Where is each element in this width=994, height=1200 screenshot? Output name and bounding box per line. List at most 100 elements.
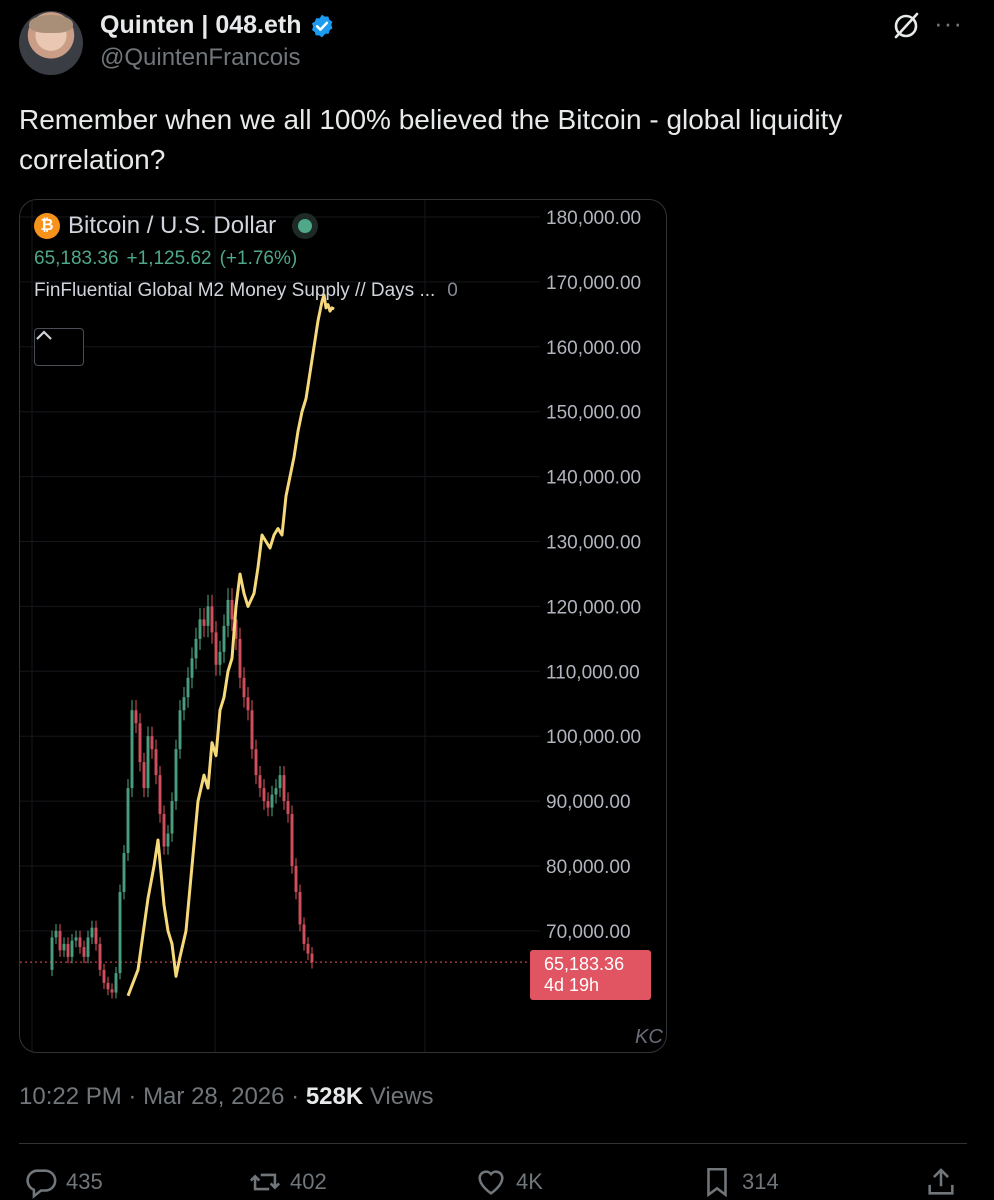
bookmark-button[interactable]: 314 xyxy=(700,1165,779,1199)
candle xyxy=(278,775,282,789)
candle xyxy=(294,866,298,892)
y-tick-label: 120,000.00 xyxy=(546,597,641,618)
y-tick-label: 90,000.00 xyxy=(546,792,631,813)
candle xyxy=(226,599,230,626)
candle xyxy=(254,749,258,776)
price-chart: 180,000.00 170,000.00 160,000.00 150,000.00… xyxy=(20,200,641,1052)
meta-separator: · xyxy=(121,1083,144,1110)
chart-symbol-title: Bitcoin / U.S. Dollar xyxy=(68,212,277,239)
candle xyxy=(62,943,66,951)
candle xyxy=(70,940,74,957)
y-tick-label: 150,000.00 xyxy=(546,403,641,424)
candle xyxy=(306,943,310,954)
author-display-name[interactable]: Quinten | 048.eth xyxy=(100,11,302,39)
chart-image[interactable]: 180,000.00 170,000.00 160,000.00 150,000.00… xyxy=(19,199,667,1053)
chevron-up-icon xyxy=(36,330,52,340)
more-icon[interactable]: ··· xyxy=(934,8,963,38)
candle xyxy=(302,924,306,944)
like-button[interactable]: 4K xyxy=(474,1165,543,1199)
candle xyxy=(230,599,234,620)
y-tick-label: 130,000.00 xyxy=(546,533,641,554)
legend-indicator-value: 0 xyxy=(447,280,458,301)
candle xyxy=(258,775,262,789)
candle xyxy=(106,982,110,990)
candle xyxy=(74,937,78,941)
repost-icon xyxy=(249,1173,281,1191)
candle xyxy=(150,736,154,750)
candle xyxy=(270,794,274,808)
legend-indicator: FinFluential Global M2 Money Supply // D… xyxy=(34,280,436,301)
candle xyxy=(186,677,190,698)
meta-separator: · xyxy=(284,1083,306,1110)
candle xyxy=(290,814,294,866)
collapse-legend-button[interactable] xyxy=(34,328,84,366)
views-label: Views xyxy=(369,1083,434,1110)
y-tick-label: 100,000.00 xyxy=(546,727,641,748)
y-tick-label: 70,000.00 xyxy=(546,922,631,943)
y-tick-label: 160,000.00 xyxy=(546,338,641,359)
candle xyxy=(170,801,174,834)
candle xyxy=(222,625,226,652)
candle xyxy=(218,651,222,665)
candle xyxy=(130,710,134,789)
legend-last-price: 65,183.36 xyxy=(34,248,119,269)
candle xyxy=(166,833,170,847)
candle xyxy=(246,697,250,711)
badge-price: 65,183.36 xyxy=(544,954,625,974)
last-price-badge: 65,183.36 4d 19h xyxy=(530,950,651,1000)
candle xyxy=(250,710,254,750)
market-status-dot xyxy=(298,219,313,233)
candle xyxy=(190,658,194,678)
reply-button[interactable]: 435 xyxy=(24,1165,103,1199)
chart-watermark: KC xyxy=(635,1026,663,1048)
y-tick-label: 170,000.00 xyxy=(546,273,641,294)
candle xyxy=(142,762,146,789)
candle xyxy=(242,677,246,698)
avatar[interactable] xyxy=(19,11,83,75)
grok-icon[interactable] xyxy=(890,10,922,42)
heart-icon xyxy=(478,1170,504,1195)
tweet-time[interactable]: 10:22 PM xyxy=(19,1083,122,1110)
candle xyxy=(146,736,150,789)
badge-countdown: 4d 19h xyxy=(544,975,600,995)
candle xyxy=(194,638,198,659)
candle xyxy=(182,697,186,711)
candle xyxy=(274,788,278,795)
candle xyxy=(202,619,206,626)
tweet-meta: 10:22 PM · Mar 28, 2026 · 528K Views xyxy=(19,1083,433,1111)
candle xyxy=(54,930,58,938)
y-tick-label: 80,000.00 xyxy=(546,857,631,878)
tweet-date[interactable]: Mar 28, 2026 xyxy=(143,1083,285,1110)
repost-button[interactable]: 402 xyxy=(248,1165,327,1199)
share-button[interactable] xyxy=(924,1165,958,1199)
candle xyxy=(90,927,94,938)
candle xyxy=(210,606,214,633)
candle xyxy=(282,775,286,802)
tweet-text: Remember when we all 100% believed the B… xyxy=(19,104,843,175)
candle xyxy=(134,710,138,724)
candle xyxy=(154,749,158,776)
candle xyxy=(158,775,162,815)
candle xyxy=(118,891,122,974)
bookmark-count: 314 xyxy=(742,1169,779,1194)
bitcoin-icon: ₿ xyxy=(34,213,60,239)
legend-change-pct: (+1.76%) xyxy=(219,248,298,269)
candle xyxy=(122,853,126,892)
repost-count: 402 xyxy=(290,1169,327,1194)
candle xyxy=(78,937,82,948)
candle xyxy=(298,891,302,925)
candle xyxy=(58,930,62,951)
chart-legend: ₿ Bitcoin / U.S. Dollar 65,183.36 +1,125.… xyxy=(34,212,458,302)
y-tick-label: 110,000.00 xyxy=(546,662,640,683)
candle xyxy=(238,638,242,678)
m2-line xyxy=(126,293,335,997)
views-count: 528K xyxy=(305,1083,364,1110)
candle xyxy=(98,943,102,970)
author-handle[interactable]: @QuintenFrancois xyxy=(100,44,301,71)
candle xyxy=(174,749,178,802)
y-tick-label: 180,000.00 xyxy=(546,208,641,229)
candle xyxy=(66,943,70,957)
candle xyxy=(82,947,86,957)
divider xyxy=(19,1143,967,1144)
candle xyxy=(206,606,210,626)
